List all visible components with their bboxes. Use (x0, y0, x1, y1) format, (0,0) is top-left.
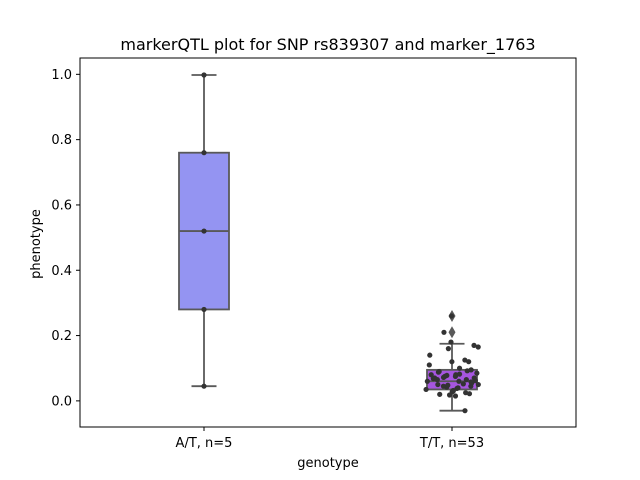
data-point (201, 383, 207, 389)
data-point (455, 385, 461, 391)
data-point (449, 359, 455, 365)
data-point (475, 381, 481, 388)
data-point (471, 342, 477, 348)
data-point (428, 372, 434, 378)
data-point (436, 368, 442, 375)
data-point (456, 371, 463, 377)
x-tick-label: T/T, n=53 (419, 436, 484, 451)
data-point (444, 372, 450, 379)
data-point (445, 346, 451, 352)
data-point (474, 370, 480, 376)
x-tick-label: A/T, n=5 (176, 436, 233, 451)
y-tick-label: 0.2 (51, 329, 72, 344)
data-point (463, 390, 469, 396)
data-point (475, 344, 481, 350)
y-tick-label: 0.4 (51, 264, 72, 279)
plot-frame (79, 57, 577, 428)
chart-title: markerQTL plot for SNP rs839307 and mark… (120, 35, 535, 55)
data-point (201, 150, 207, 156)
data-point (437, 391, 443, 397)
plot-layer (178, 72, 481, 414)
y-tick-label: 0.0 (51, 394, 72, 409)
data-point (445, 382, 451, 388)
y-axis-ticks: 0.0 0.2 0.4 0.6 0.8 1.0 (51, 68, 80, 409)
data-point (423, 386, 429, 393)
data-point (462, 408, 468, 414)
data-point (468, 379, 474, 385)
data-point (440, 383, 447, 389)
x-axis-label: genotype (297, 456, 358, 471)
data-point (468, 367, 474, 373)
x-axis-ticks: A/T, n=5 T/T, n=53 (176, 427, 484, 451)
data-point (201, 306, 207, 313)
data-point (441, 329, 447, 335)
data-point (435, 381, 441, 388)
data-point (432, 375, 438, 381)
box-group (423, 309, 481, 414)
data-point (462, 357, 468, 363)
y-axis-label: phenotype (29, 209, 44, 279)
y-tick-label: 0.8 (51, 133, 72, 148)
y-tick-label: 0.6 (51, 198, 72, 213)
data-point (452, 393, 459, 399)
data-point (426, 362, 432, 368)
data-point (201, 72, 207, 78)
data-point (460, 381, 466, 387)
data-point (471, 375, 477, 381)
box-group (178, 72, 230, 389)
data-point (463, 377, 469, 383)
data-point (456, 378, 462, 384)
data-point (456, 365, 463, 371)
data-point (427, 352, 433, 358)
data-point (448, 339, 454, 345)
outlier-marker (448, 326, 456, 339)
data-point (448, 313, 455, 319)
y-tick-label: 1.0 (51, 68, 72, 83)
data-point (201, 228, 207, 234)
data-point (424, 378, 430, 384)
